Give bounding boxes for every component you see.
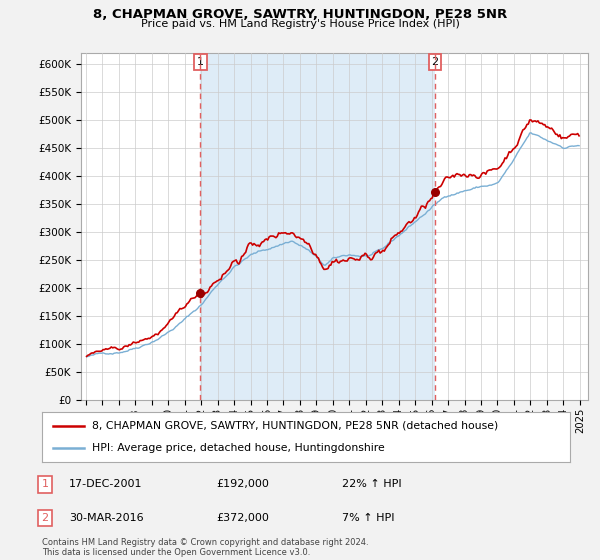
Text: £192,000: £192,000 xyxy=(216,479,269,489)
Text: Contains HM Land Registry data © Crown copyright and database right 2024.
This d: Contains HM Land Registry data © Crown c… xyxy=(42,538,368,557)
Text: 22% ↑ HPI: 22% ↑ HPI xyxy=(342,479,401,489)
Text: £372,000: £372,000 xyxy=(216,513,269,523)
Text: 1: 1 xyxy=(197,57,204,67)
Text: 2: 2 xyxy=(431,57,439,67)
Text: 8, CHAPMAN GROVE, SAWTRY, HUNTINGDON, PE28 5NR: 8, CHAPMAN GROVE, SAWTRY, HUNTINGDON, PE… xyxy=(93,8,507,21)
Text: 17-DEC-2001: 17-DEC-2001 xyxy=(69,479,143,489)
Text: 8, CHAPMAN GROVE, SAWTRY, HUNTINGDON, PE28 5NR (detached house): 8, CHAPMAN GROVE, SAWTRY, HUNTINGDON, PE… xyxy=(92,421,499,431)
Text: 30-MAR-2016: 30-MAR-2016 xyxy=(69,513,143,523)
Text: Price paid vs. HM Land Registry's House Price Index (HPI): Price paid vs. HM Land Registry's House … xyxy=(140,19,460,29)
Text: 2: 2 xyxy=(41,513,49,523)
Text: 7% ↑ HPI: 7% ↑ HPI xyxy=(342,513,395,523)
Text: HPI: Average price, detached house, Huntingdonshire: HPI: Average price, detached house, Hunt… xyxy=(92,443,385,453)
Bar xyxy=(200,53,435,400)
Text: 1: 1 xyxy=(41,479,49,489)
